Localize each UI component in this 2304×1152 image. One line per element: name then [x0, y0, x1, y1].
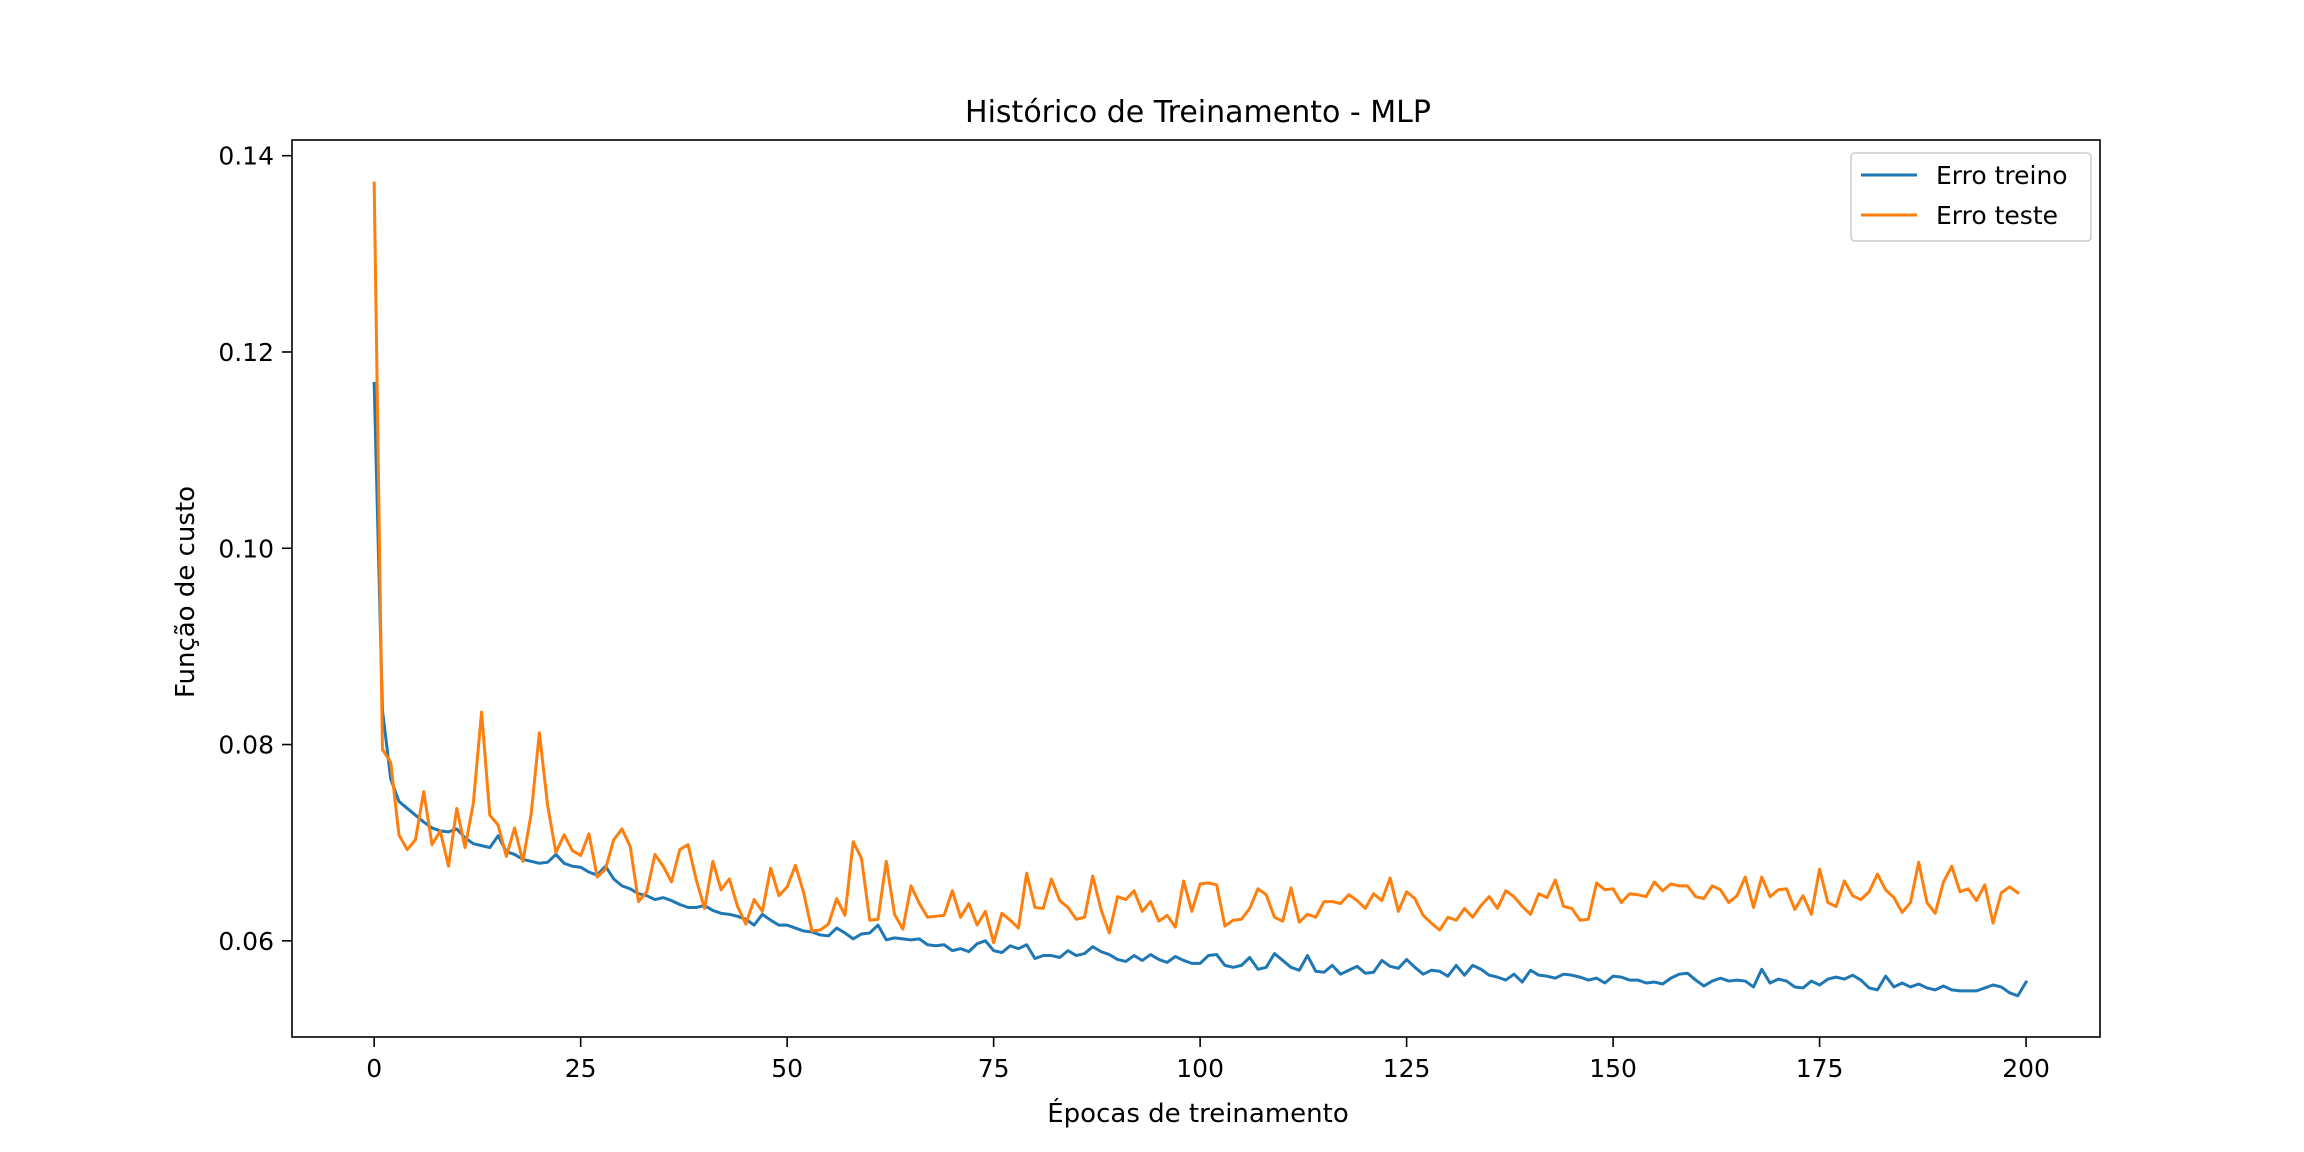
x-tick-label: 100 — [1176, 1054, 1224, 1083]
x-tick-label: 150 — [1589, 1054, 1637, 1083]
axes-frame — [291, 139, 2101, 1038]
y-tick-label: 0.06 — [218, 927, 274, 956]
x-axis-label: Épocas de treinamento — [1047, 1097, 1349, 1129]
series-line-erro-treino — [372, 381, 2029, 998]
x-tick-label: 50 — [771, 1054, 803, 1083]
plot-area: 0 25 50 75 100 125 150 175 200 0.06 0.08 0.10 0.12 0.… — [218, 139, 2101, 1083]
series-line-erro-teste — [372, 181, 2020, 945]
legend-label: Erro treino — [1936, 161, 2068, 190]
x-tick-label: 175 — [1796, 1054, 1844, 1083]
legend-label: Erro teste — [1936, 201, 2058, 230]
y-tick-label: 0.12 — [218, 338, 274, 367]
y-tick-label: 0.08 — [218, 731, 274, 760]
y-axis-label: Função de custo — [171, 486, 201, 698]
legend: Erro treino Erro teste — [1850, 152, 2092, 242]
chart-title: Histórico de Treinamento - MLP — [965, 95, 1431, 130]
x-tick-label: 0 — [366, 1054, 382, 1083]
x-tick-label: 25 — [565, 1054, 597, 1083]
y-tick-label: 0.14 — [218, 142, 274, 171]
x-tick-label: 200 — [2002, 1054, 2050, 1083]
x-tick-label: 75 — [978, 1054, 1010, 1083]
y-tick-label: 0.10 — [218, 534, 274, 563]
x-tick-label: 125 — [1383, 1054, 1431, 1083]
